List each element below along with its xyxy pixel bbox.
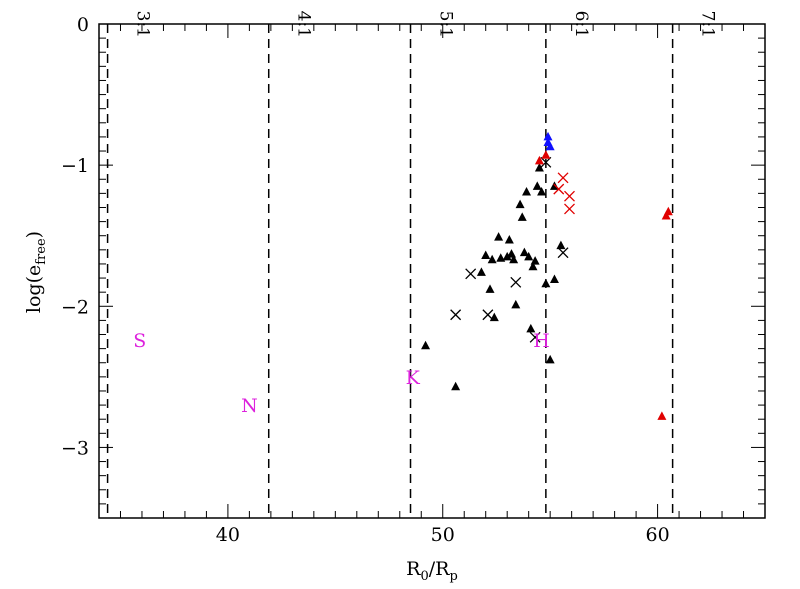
data-point-triangle	[517, 212, 527, 221]
y-axis-title: log(efree)	[23, 231, 49, 313]
data-point-triangle	[509, 254, 519, 264]
data-point-triangle	[541, 150, 551, 159]
resonance-label: 3:1	[133, 11, 153, 38]
object-label: H	[533, 330, 550, 352]
data-point-triangle	[515, 199, 525, 209]
data-point-triangle	[556, 240, 566, 250]
x-tick-label: 60	[645, 524, 669, 546]
data-point-triangle	[541, 278, 551, 288]
data-point-triangle	[534, 155, 544, 165]
data-point-triangle	[421, 340, 431, 350]
data-point-triangle	[506, 249, 516, 258]
object-label: N	[241, 395, 258, 417]
data-point-triangle	[487, 254, 497, 264]
resonance-label: 6:1	[571, 11, 591, 38]
data-point-triangle	[489, 312, 499, 322]
x-tick-label: 50	[431, 524, 455, 546]
data-point-triangle	[528, 261, 538, 271]
object-label: K	[406, 367, 421, 389]
data-point-triangle	[451, 381, 461, 391]
resonance-label: 5:1	[436, 11, 456, 38]
data-point-triangle	[526, 323, 536, 333]
data-point-triangle	[537, 186, 547, 196]
data-point-cross	[540, 156, 552, 168]
y-tick-label: 0	[77, 14, 89, 36]
data-point-triangle	[519, 247, 529, 257]
y-tick-label: −3	[61, 437, 89, 459]
data-point-triangle	[504, 234, 514, 244]
data-point-triangle	[511, 299, 521, 309]
data-point-triangle	[663, 206, 673, 216]
data-point-triangle	[494, 232, 504, 241]
y-tick-label: −1	[61, 155, 89, 177]
data-point-triangle	[532, 181, 542, 190]
data-point-triangle	[481, 250, 491, 259]
resonance-label: 4:1	[294, 11, 314, 38]
data-point-triangle	[530, 256, 540, 265]
data-point-cross	[482, 309, 494, 321]
data-point-triangle	[657, 411, 667, 420]
data-point-cross	[450, 309, 462, 321]
data-point-cross	[510, 276, 522, 288]
data-point-triangle	[485, 284, 495, 293]
data-point-triangle	[524, 251, 534, 261]
x-tick-label: 40	[216, 524, 240, 546]
data-point-triangle	[522, 186, 532, 196]
data-markers	[421, 131, 673, 420]
data-point-triangle	[543, 131, 553, 141]
resonance-label: 7:1	[698, 11, 718, 38]
data-point-triangle	[496, 253, 506, 262]
plot-area: 3:1 4:1 5:1 6:1 7:1 40 50 60 0 −1 −2 −3 S N K H	[61, 11, 766, 546]
plot-frame	[98, 23, 766, 519]
x-axis-title: R0/Rp	[406, 558, 458, 584]
data-point-cross	[564, 190, 575, 202]
data-point-cross	[553, 183, 565, 195]
data-point-cross	[529, 331, 541, 343]
data-point-triangle	[476, 267, 486, 276]
data-point-triangle	[545, 141, 555, 151]
object-labels: S N K H	[133, 330, 550, 417]
resonance-lines: 3:1 4:1 5:1 6:1 7:1	[106, 11, 718, 518]
data-point-triangle	[502, 251, 512, 261]
y-tick-label: −2	[61, 296, 89, 318]
data-point-cross	[564, 203, 575, 215]
data-point-triangle	[549, 274, 559, 283]
data-point-triangle	[545, 354, 555, 364]
data-point-cross	[465, 268, 477, 280]
data-point-triangle	[534, 162, 544, 172]
data-point-cross	[557, 172, 569, 184]
data-point-cross	[557, 247, 569, 259]
object-label: S	[133, 330, 146, 352]
axis-ticks: 40 50 60 0 −1 −2 −3	[61, 14, 766, 546]
